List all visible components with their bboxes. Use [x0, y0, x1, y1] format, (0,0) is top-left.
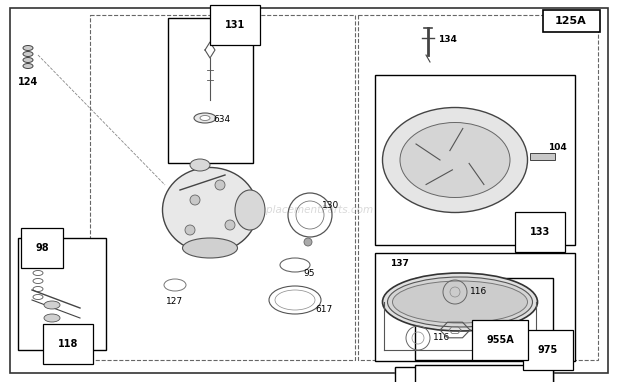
Bar	[168, 18, 253, 163]
Text: 98: 98	[35, 243, 49, 253]
Ellipse shape	[400, 123, 510, 197]
Bar	[90, 15, 355, 360]
Text: 137: 137	[390, 259, 409, 267]
Bar	[395, 368, 553, 375]
Text: 955A: 955A	[486, 335, 514, 345]
Circle shape	[225, 220, 235, 230]
Ellipse shape	[23, 58, 33, 63]
Bar	[543, 10, 600, 32]
Text: 634: 634	[213, 115, 231, 125]
Text: 116: 116	[433, 333, 450, 343]
Bar	[358, 15, 598, 360]
Ellipse shape	[190, 159, 210, 171]
Ellipse shape	[383, 107, 528, 212]
Ellipse shape	[194, 113, 216, 123]
Text: 130: 130	[322, 201, 339, 209]
Bar	[375, 253, 575, 361]
Text: 95: 95	[303, 269, 314, 278]
Ellipse shape	[235, 190, 265, 230]
Ellipse shape	[383, 273, 538, 331]
Circle shape	[190, 195, 200, 205]
Ellipse shape	[44, 314, 60, 322]
Ellipse shape	[200, 115, 210, 120]
Bar	[415, 369, 553, 374]
Text: 133: 133	[530, 227, 550, 237]
Ellipse shape	[392, 281, 528, 323]
Text: 124: 124	[18, 77, 38, 87]
Text: 617: 617	[315, 306, 332, 314]
Circle shape	[185, 225, 195, 235]
Text: 125A: 125A	[555, 16, 587, 26]
Text: 104: 104	[548, 144, 567, 152]
Ellipse shape	[388, 277, 533, 327]
Ellipse shape	[162, 167, 257, 253]
Text: 975: 975	[538, 345, 558, 355]
Ellipse shape	[44, 301, 60, 309]
Ellipse shape	[182, 238, 237, 258]
Text: 118: 118	[58, 339, 78, 349]
Text: 127: 127	[166, 298, 184, 306]
Ellipse shape	[23, 45, 33, 50]
Bar	[18, 238, 106, 350]
Bar	[395, 367, 553, 382]
Ellipse shape	[23, 63, 33, 68]
Ellipse shape	[23, 52, 33, 57]
Text: 131: 131	[225, 20, 245, 30]
Circle shape	[304, 238, 312, 246]
Bar	[375, 75, 575, 245]
Text: 116: 116	[470, 288, 487, 296]
Bar	[415, 278, 553, 360]
Circle shape	[215, 180, 225, 190]
Text: 134: 134	[438, 36, 457, 44]
Text: eReplacementParts.com: eReplacementParts.com	[246, 205, 374, 215]
Bar	[530, 153, 555, 160]
Bar	[415, 365, 553, 382]
